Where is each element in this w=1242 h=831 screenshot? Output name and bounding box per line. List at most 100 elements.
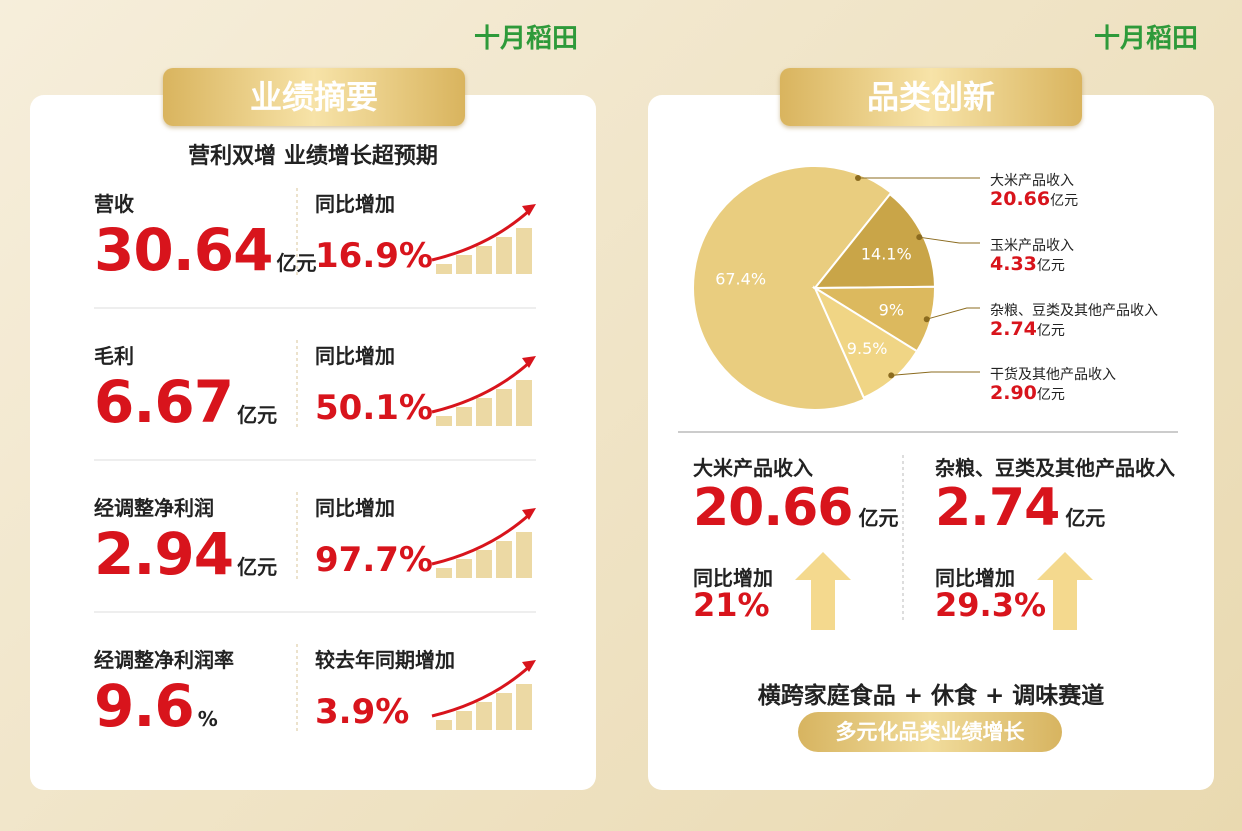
growth-bar [456, 407, 472, 426]
highlight-value-row: 20.66 亿元 [693, 478, 898, 538]
change-value: 16.9% [315, 236, 433, 276]
legend-label: 杂粮、豆类及其他产品收入 [990, 303, 1158, 319]
growth-bar [516, 380, 532, 426]
growth-bar [496, 237, 512, 274]
highlight-value-row: 2.74 亿元 [935, 478, 1105, 538]
item-value-row: 9.6% [94, 672, 218, 740]
growth-bar [516, 228, 532, 274]
growth-bar [436, 720, 452, 730]
growth-bar [476, 702, 492, 730]
up-arrow [795, 552, 851, 630]
growth-bar [456, 711, 472, 730]
growth-arrow [431, 360, 532, 414]
highlight-label: 杂粮、豆类及其他产品收入 [935, 456, 1175, 480]
item-label: 经调整净利润率 [94, 648, 234, 672]
legend-amount-row: 2.90 亿元 [990, 382, 1065, 404]
highlight-change-label: 同比增加 [693, 566, 773, 590]
legend-unit: 亿元 [1036, 387, 1065, 403]
legend-unit: 亿元 [1036, 323, 1065, 339]
growth-bar [476, 398, 492, 426]
item-unit: 亿元 [237, 555, 278, 579]
section-title: 品类创新 [780, 68, 1082, 126]
slice-label: 67.4% [715, 269, 766, 288]
section-title: 业绩摘要 [163, 68, 465, 126]
item-value: 30.64 [94, 216, 273, 284]
growth-bar [436, 416, 452, 426]
item-label: 毛利 [94, 344, 134, 368]
growth-bar [476, 550, 492, 578]
item-unit: 亿元 [237, 403, 278, 427]
growth-arrow [431, 208, 532, 262]
item-unit: % [197, 707, 218, 731]
item-value: 9.6 [94, 672, 195, 740]
arrow-head [522, 660, 536, 672]
growth-arrow [431, 664, 532, 718]
brand: 十月稻田 [1094, 24, 1199, 54]
legend-amount: 20.66 [990, 188, 1051, 210]
legend-amount: 2.90 [990, 382, 1037, 404]
slice-label: 14.1% [861, 244, 912, 263]
item-value: 2.94 [94, 520, 234, 588]
pie-slice [812, 285, 919, 399]
arrow-head [522, 356, 536, 368]
highlight-change-label: 同比增加 [935, 566, 1015, 590]
footer: 横跨家庭食品 + 休食 + 调味赛道 [757, 683, 1105, 709]
badge: 多元化品类业绩增长 [798, 712, 1062, 752]
arrow-head [522, 204, 536, 216]
slice-label: 9% [879, 300, 904, 319]
growth-bar [516, 532, 532, 578]
change-label: 同比增加 [315, 192, 395, 216]
growth-arrow [431, 512, 532, 566]
item-value: 6.67 [94, 368, 234, 436]
growth-bar [476, 246, 492, 274]
subtitle: 营利双增 业绩增长超预期 [188, 144, 438, 169]
leader-line [919, 236, 980, 244]
item-label: 经调整净利润 [94, 496, 214, 520]
change-label: 较去年同期增加 [315, 648, 455, 672]
item-unit: 亿元 [276, 251, 317, 275]
growth-bar [436, 264, 452, 274]
change-value: 3.9% [315, 692, 410, 732]
legend-amount-row: 2.74 亿元 [990, 318, 1065, 340]
growth-bar [516, 684, 532, 730]
legend-unit: 亿元 [1036, 258, 1065, 274]
legend-amount-row: 20.66 亿元 [990, 188, 1078, 210]
highlight-change: 21% [693, 586, 770, 624]
growth-bar [456, 255, 472, 274]
item-value-row: 30.64 亿元 [94, 216, 316, 284]
legend-amount: 4.33 [990, 253, 1037, 275]
brand: 十月稻田 [474, 24, 579, 54]
highlight-label: 大米产品收入 [693, 456, 813, 480]
growth-bar [496, 541, 512, 578]
legend-unit: 亿元 [1050, 193, 1079, 209]
growth-bar [456, 559, 472, 578]
legend-label: 大米产品收入 [990, 173, 1074, 189]
leader-line [891, 371, 980, 376]
slice-label: 9.5% [847, 339, 888, 358]
item-label: 营收 [94, 192, 134, 216]
change-label: 同比增加 [315, 344, 395, 368]
item-value-row: 6.67 亿元 [94, 368, 277, 436]
growth-bar [436, 568, 452, 578]
card [30, 95, 596, 790]
legend-label: 干货及其他产品收入 [990, 367, 1116, 383]
pie-slice [812, 192, 937, 290]
change-value: 97.7% [315, 540, 433, 580]
highlight-value: 2.74 [935, 478, 1060, 538]
legend-amount: 2.74 [990, 318, 1037, 340]
legend-label: 玉米产品收入 [990, 238, 1074, 254]
growth-bar [496, 693, 512, 730]
highlight-change: 29.3% [935, 586, 1047, 624]
arrow-head [522, 508, 536, 520]
highlight-unit: 亿元 [1065, 506, 1106, 530]
growth-bar [496, 389, 512, 426]
change-label: 同比增加 [315, 496, 395, 520]
highlight-value: 20.66 [693, 478, 853, 538]
change-value: 50.1% [315, 388, 433, 428]
legend-amount-row: 4.33 亿元 [990, 253, 1065, 275]
item-value-row: 2.94 亿元 [94, 520, 277, 588]
leader-line [926, 307, 980, 320]
up-arrow [1037, 552, 1093, 630]
